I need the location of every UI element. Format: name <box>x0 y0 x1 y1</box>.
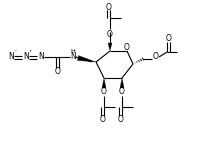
Polygon shape <box>77 56 95 62</box>
Text: ⁺: ⁺ <box>29 50 32 56</box>
Text: O: O <box>119 88 124 96</box>
Polygon shape <box>108 43 111 51</box>
Text: O: O <box>101 88 106 96</box>
Polygon shape <box>119 78 123 88</box>
Text: N: N <box>23 52 29 61</box>
Text: ⁻: ⁻ <box>14 50 17 56</box>
Text: H: H <box>70 49 75 55</box>
Text: O: O <box>117 114 123 124</box>
Text: O: O <box>165 35 171 44</box>
Text: N: N <box>70 52 75 61</box>
Text: O: O <box>99 114 105 124</box>
Polygon shape <box>102 78 105 88</box>
Text: O: O <box>105 3 111 12</box>
Text: N: N <box>8 52 14 61</box>
Text: O: O <box>106 30 112 39</box>
Text: O: O <box>152 52 158 61</box>
Text: N: N <box>38 52 44 61</box>
Text: O: O <box>123 44 129 52</box>
Text: O: O <box>54 68 60 77</box>
